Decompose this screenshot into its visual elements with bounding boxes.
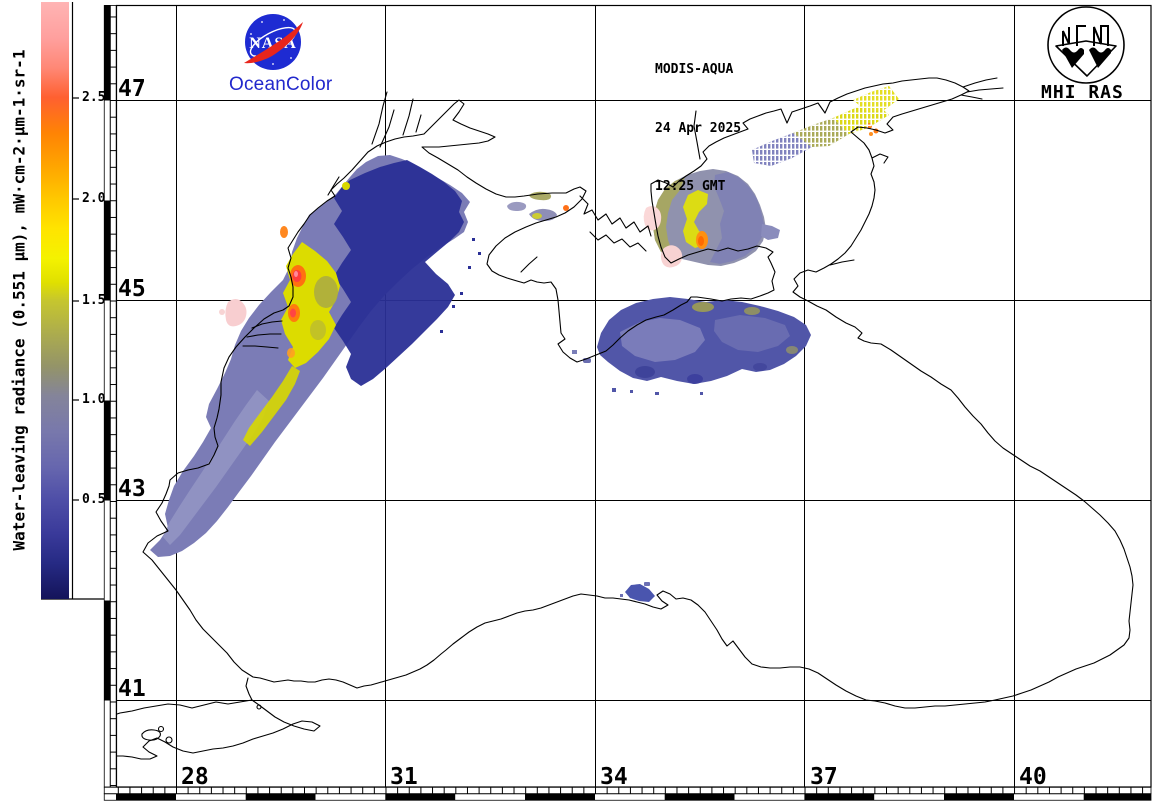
acquisition-header: MODIS-AQUA 24 Apr 2025 12:25 GMT [655, 21, 741, 236]
lat-label-47: 47 [118, 76, 146, 102]
coastlines [116, 77, 1134, 760]
lat-label-41: 41 [118, 676, 146, 702]
data-west-crimea-patches [507, 191, 569, 221]
acquisition-date: 24 Apr 2025 [655, 120, 742, 136]
lon-label-28: 28 [181, 764, 209, 790]
data-yellow-dot-odessa [342, 182, 350, 190]
oceancolor-label: OceanColor [229, 74, 333, 95]
lon-label-40: 40 [1019, 764, 1047, 790]
data-sinop-patch [620, 582, 655, 602]
data-yellow-coastal-strip [243, 366, 300, 446]
acquisition-time: 12:25 GMT [655, 179, 726, 194]
colorbar-title: Water-leaving radiance (0.551 μm), mW·cm… [9, 49, 29, 551]
lat-label-45: 45 [118, 276, 146, 302]
data-nw-light-tail [163, 390, 269, 545]
data-pink-cloud-patches [219, 206, 683, 327]
data-taganrog-speckled-swath [752, 86, 899, 166]
island-marmara [141, 729, 161, 741]
colorbar-axis [41, 2, 104, 600]
coastline-marmara-south [116, 699, 321, 760]
coastline-syvash [579, 195, 652, 237]
map-frame [103, 4, 1152, 801]
coastline-limans [371, 91, 388, 145]
radiance-data-overlays [150, 86, 899, 602]
data-nw-speckle-dots [440, 238, 481, 333]
coastline-bosphorus [245, 677, 253, 701]
colorbar-tick-2-0: 2.0 [82, 191, 106, 206]
colorbar-tick-1-0: 1.0 [82, 392, 106, 407]
data-nw-navy-core [334, 160, 464, 386]
colorbar-tick-0-5: 0.5 [82, 492, 106, 507]
lat-label-43: 43 [118, 476, 146, 502]
map-rulers [104, 5, 1151, 801]
colorbar-tick-1-5: 1.5 [82, 293, 106, 308]
lon-label-31: 31 [390, 764, 418, 790]
coastline-danube-arms [251, 320, 283, 329]
colorbar-tick-2-5: 2.5 [82, 90, 106, 105]
data-azov-bloom [653, 169, 780, 266]
mhi-ras-logo [1047, 6, 1125, 84]
mhi-ras-label: MHI RAS [1041, 82, 1124, 103]
lon-label-37: 37 [810, 764, 838, 790]
lon-label-34: 34 [600, 764, 628, 790]
coastline-marmara-north [116, 699, 253, 715]
sensor-name: MODIS-AQUA [655, 62, 734, 77]
nasa-logo: NASA [244, 14, 303, 70]
colorbar-gradient [41, 2, 69, 599]
data-kerch-south-patch [572, 297, 811, 395]
coastline-black-sea-azov [142, 77, 1134, 709]
coastline-don-delta [962, 77, 998, 88]
data-danube-hotspots [280, 226, 306, 358]
